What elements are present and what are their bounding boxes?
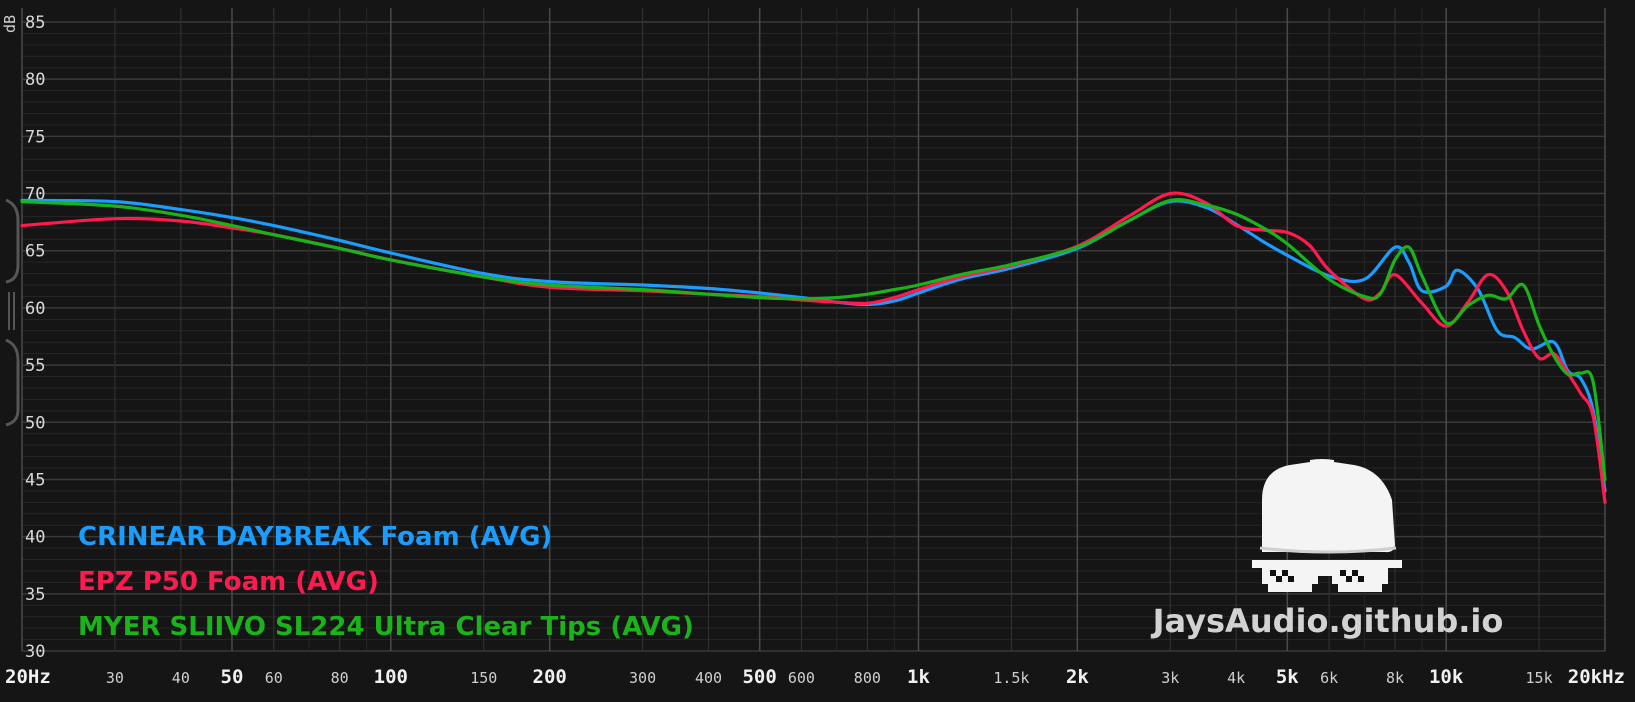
x-tick-label: 200 [533, 666, 567, 688]
legend-item-crinear[interactable]: CRINEAR DAYBREAK Foam (AVG) [78, 522, 552, 552]
x-tick-label: 60 [265, 669, 283, 687]
x-tick-label: 80 [331, 669, 349, 687]
x-tick-label: 800 [854, 669, 881, 687]
x-tick-label: 500 [742, 666, 776, 688]
series-lines [20, 191, 1607, 504]
x-tick-label: 400 [695, 669, 722, 687]
y-tick-label: 65 [25, 242, 45, 262]
legend-item-myer[interactable]: MYER SLIIVO SL224 Ultra Clear Tips (AVG) [78, 612, 694, 642]
x-tick-label: 1.5k [993, 669, 1029, 687]
y-tick-label: 35 [25, 585, 45, 605]
x-tick-label: 40 [172, 669, 190, 687]
x-tick-label: 30 [106, 669, 124, 687]
y-tick-label: 75 [25, 127, 45, 147]
x-tick-label: 4k [1227, 669, 1245, 687]
legend: CRINEAR DAYBREAK Foam (AVG) EPZ P50 Foam… [78, 522, 694, 642]
watermark-logo: JaysAudio.github.io [1151, 459, 1504, 640]
cap-icon [1262, 459, 1395, 553]
y-tick-label: 30 [25, 642, 45, 662]
x-tick-label: 8k [1386, 669, 1404, 687]
x-tick-label: 20Hz [5, 666, 51, 688]
x-tick-label: 20kHz [1568, 666, 1625, 688]
y-tick-label: 50 [25, 413, 45, 433]
x-axis: 20Hz 30 40 50 60 80 100 150 200 300 400 500 600 800 1k… [5, 666, 1625, 688]
x-tick-label: 5k [1276, 666, 1299, 688]
y-tick-label: 40 [25, 528, 45, 548]
y-tick-label: 60 [25, 299, 45, 319]
y-tick-label: 80 [25, 70, 45, 90]
x-tick-label: 50 [221, 666, 244, 688]
legend-item-epz[interactable]: EPZ P50 Foam (AVG) [78, 567, 379, 597]
y-tick-label: 55 [25, 356, 45, 376]
y-tick-label: 45 [25, 470, 45, 490]
x-tick-label: 15k [1526, 669, 1553, 687]
x-tick-label: 100 [374, 666, 408, 688]
side-handle-icon[interactable] [5, 198, 20, 427]
y-axis-unit: dB [1, 15, 19, 33]
watermark-text: JaysAudio.github.io [1151, 602, 1504, 640]
x-tick-label: 6k [1320, 669, 1338, 687]
x-tick-label: 3k [1161, 669, 1179, 687]
x-tick-label: 600 [788, 669, 815, 687]
x-tick-label: 1k [907, 666, 930, 688]
x-tick-label: 10k [1429, 666, 1464, 688]
x-tick-label: 150 [470, 669, 497, 687]
x-tick-label: 2k [1066, 666, 1089, 688]
pixel-sunglasses-icon [1252, 560, 1402, 592]
series-line-2[interactable] [20, 198, 1607, 482]
x-tick-label: 300 [629, 669, 656, 687]
y-tick-label: 85 [25, 13, 45, 33]
